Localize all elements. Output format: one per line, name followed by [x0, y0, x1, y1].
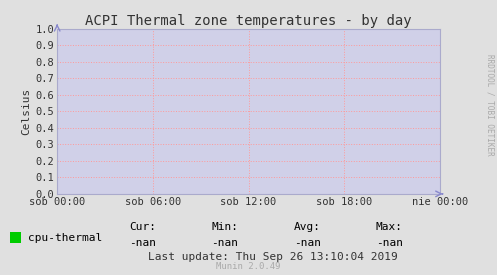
- Text: -nan: -nan: [376, 238, 403, 248]
- Text: -nan: -nan: [130, 238, 157, 248]
- Text: -nan: -nan: [294, 238, 321, 248]
- Text: Cur:: Cur:: [130, 222, 157, 232]
- Text: Min:: Min:: [212, 222, 239, 232]
- Text: Avg:: Avg:: [294, 222, 321, 232]
- Text: cpu-thermal: cpu-thermal: [28, 233, 102, 243]
- Title: ACPI Thermal zone temperatures - by day: ACPI Thermal zone temperatures - by day: [85, 14, 412, 28]
- Text: -nan: -nan: [212, 238, 239, 248]
- Text: RRDTOOL / TOBI OETIKER: RRDTOOL / TOBI OETIKER: [486, 54, 495, 155]
- Text: Max:: Max:: [376, 222, 403, 232]
- Y-axis label: Celsius: Celsius: [21, 88, 31, 135]
- Text: Last update: Thu Sep 26 13:10:04 2019: Last update: Thu Sep 26 13:10:04 2019: [149, 252, 398, 262]
- Text: Munin 2.0.49: Munin 2.0.49: [216, 262, 281, 271]
